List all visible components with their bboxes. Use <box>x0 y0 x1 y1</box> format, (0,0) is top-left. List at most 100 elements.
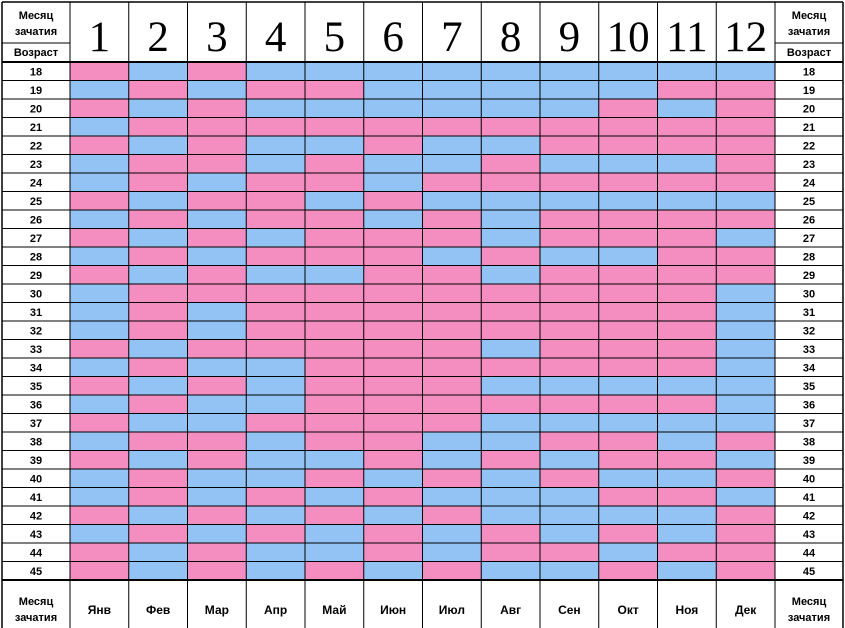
cell-pink <box>187 154 247 173</box>
cell-pink <box>481 543 540 562</box>
cell-pink <box>246 247 305 266</box>
cell-pink <box>305 469 364 488</box>
cell-blue <box>540 506 599 525</box>
cell-pink <box>305 413 364 432</box>
cell-pink <box>305 154 364 173</box>
age-label-left-29: 29 <box>30 270 42 282</box>
month-name-3: Мар <box>205 603 229 617</box>
cell-pink <box>657 210 717 229</box>
cell-pink <box>422 117 482 136</box>
cell-blue <box>128 506 188 525</box>
cell-pink <box>422 302 482 321</box>
age-label-left-44: 44 <box>30 547 43 559</box>
cell-blue <box>246 561 305 580</box>
cell-pink <box>716 173 775 192</box>
age-label-left-33: 33 <box>30 344 42 356</box>
cell-pink <box>305 80 364 99</box>
cell-blue <box>598 506 658 525</box>
cell-blue <box>716 450 775 469</box>
right-footer-month: Месяц <box>792 596 827 608</box>
cell-pink <box>363 265 423 284</box>
cell-blue <box>598 376 658 395</box>
age-label-left-40: 40 <box>30 473 42 485</box>
cell-blue <box>70 469 129 488</box>
cell-blue <box>128 191 188 210</box>
cell-blue <box>716 413 775 432</box>
cell-blue <box>422 432 482 451</box>
age-label-right-45: 45 <box>803 566 815 578</box>
cell-pink <box>598 284 658 303</box>
cell-blue <box>305 191 364 210</box>
cell-pink <box>422 339 482 358</box>
month-number-1: 1 <box>89 14 111 61</box>
cell-blue <box>128 228 188 247</box>
cell-blue <box>481 99 540 118</box>
right-footer-conception: зачатия <box>788 612 830 624</box>
cell-pink <box>657 80 717 99</box>
cell-blue <box>363 154 423 173</box>
cell-pink <box>246 321 305 340</box>
cell-blue <box>598 80 658 99</box>
cell-pink <box>128 284 188 303</box>
cell-pink <box>305 432 364 451</box>
cell-pink <box>481 154 540 173</box>
age-label-left-30: 30 <box>30 288 42 300</box>
cell-pink <box>128 469 188 488</box>
cell-pink <box>363 136 423 155</box>
cell-pink <box>305 117 364 136</box>
cell-pink <box>657 228 717 247</box>
cell-pink <box>305 506 364 525</box>
cell-blue <box>540 247 599 266</box>
month-number-8: 8 <box>500 14 522 61</box>
cell-pink <box>481 321 540 340</box>
cell-pink <box>540 395 599 414</box>
cell-blue <box>422 191 482 210</box>
cell-blue <box>187 210 247 229</box>
cell-pink <box>716 543 775 562</box>
age-label-right-19: 19 <box>803 85 815 97</box>
cell-pink <box>363 321 423 340</box>
age-label-left-38: 38 <box>30 436 42 448</box>
cell-pink <box>422 469 482 488</box>
cell-blue <box>540 450 599 469</box>
cell-blue <box>657 506 717 525</box>
cell-blue <box>305 136 364 155</box>
cell-blue <box>657 376 717 395</box>
cell-blue <box>716 321 775 340</box>
age-label-left-27: 27 <box>30 233 42 245</box>
age-label-right-28: 28 <box>803 251 815 263</box>
cell-pink <box>187 543 247 562</box>
cell-pink <box>657 339 717 358</box>
age-label-left-24: 24 <box>30 177 43 189</box>
cell-blue <box>657 561 717 580</box>
cell-pink <box>187 228 247 247</box>
cell-blue <box>128 450 188 469</box>
age-label-right-22: 22 <box>803 140 815 152</box>
cell-pink <box>540 543 599 562</box>
cell-blue <box>598 62 658 81</box>
cell-blue <box>716 284 775 303</box>
cell-blue <box>128 99 188 118</box>
age-label-right-24: 24 <box>803 177 816 189</box>
cell-blue <box>305 524 364 543</box>
cell-pink <box>540 210 599 229</box>
age-label-right-32: 32 <box>803 325 815 337</box>
month-number-2: 2 <box>147 14 169 61</box>
cell-blue <box>128 543 188 562</box>
month-number-9: 9 <box>559 14 581 61</box>
cell-pink <box>305 302 364 321</box>
cell-blue <box>70 117 129 136</box>
cell-pink <box>305 561 364 580</box>
month-name-10: Окт <box>618 603 639 617</box>
cell-pink <box>363 117 423 136</box>
cell-blue <box>70 284 129 303</box>
cell-blue <box>481 228 540 247</box>
cell-blue <box>363 469 423 488</box>
cell-blue <box>305 62 364 81</box>
cell-blue <box>305 487 364 506</box>
left-footer-conception: зачатия <box>15 612 57 624</box>
age-label-right-43: 43 <box>803 529 815 541</box>
cell-blue <box>716 191 775 210</box>
cell-pink <box>70 265 129 284</box>
cell-pink <box>363 524 423 543</box>
